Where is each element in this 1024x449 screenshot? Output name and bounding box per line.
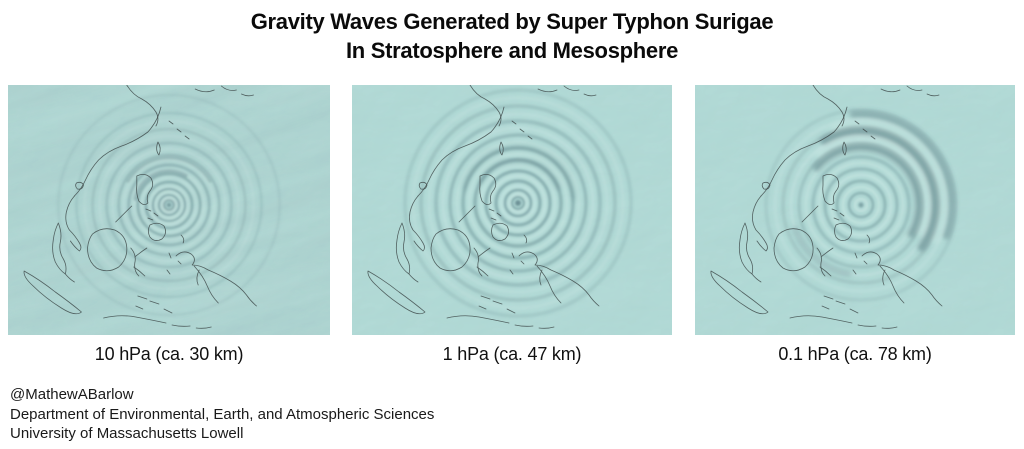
wave-rings: [56, 93, 282, 317]
panel-caption-10hpa: 10 hPa (ca. 30 km): [94, 344, 244, 364]
map-panel-01hpa: 0.1 hPa (ca. 78 km): [695, 85, 1015, 365]
wave-rings: [403, 88, 633, 318]
panel-caption-01hpa: 0.1 hPa (ca. 78 km): [778, 344, 932, 364]
wave-eye: [854, 198, 868, 212]
title-line-2: In Stratosphere and Mesosphere: [345, 38, 679, 63]
map-panel-10hpa: 10 hPa (ca. 30 km): [8, 85, 330, 365]
attribution-university: University of Massachusetts Lowell: [10, 425, 244, 442]
attribution-department: Department of Environmental, Earth, and …: [10, 405, 435, 423]
gravity-wave-map-1hpa: [352, 85, 672, 335]
attribution: @MathewABarlow Department of Environment…: [10, 385, 434, 444]
gravity-wave-map-01hpa: [695, 85, 1015, 335]
map-panel-1hpa: 1 hPa (ca. 47 km): [352, 85, 672, 365]
heavy-wave-arcs: [792, 110, 956, 277]
title-line-1: Gravity Waves Generated by Super Typhon …: [250, 9, 774, 34]
panel-caption-1hpa: 1 hPa (ca. 47 km): [442, 344, 582, 364]
figure-title: Gravity Waves Generated by Super Typhon …: [0, 7, 1024, 65]
attribution-handle: @MathewABarlow: [10, 386, 134, 403]
gravity-wave-map-10hpa: [8, 85, 330, 335]
